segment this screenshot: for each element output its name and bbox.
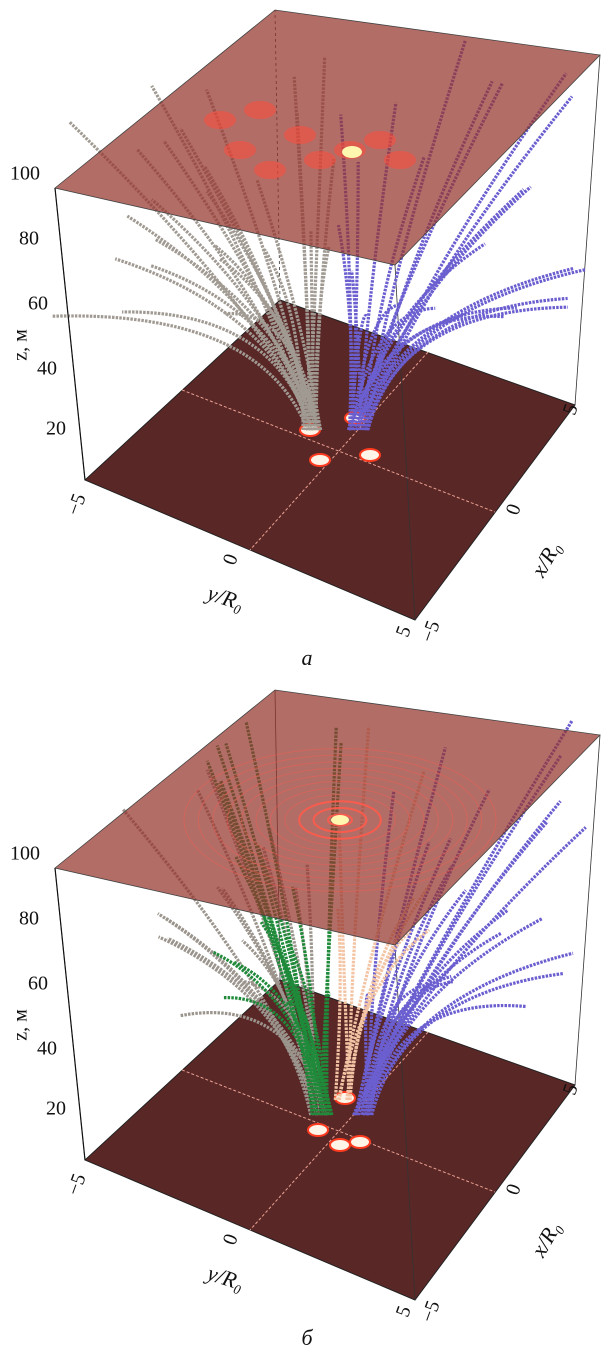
z-tick-label: 20 bbox=[46, 418, 66, 440]
source bbox=[307, 1123, 329, 1137]
trajectory bbox=[290, 886, 324, 1116]
intensity-ring bbox=[312, 806, 368, 834]
box-edge bbox=[574, 54, 601, 406]
intensity-spot bbox=[364, 131, 396, 149]
y-axis-label: y/R₀ bbox=[202, 579, 247, 615]
y-axis-label: y/R₀ bbox=[202, 1259, 247, 1295]
trajectory bbox=[365, 951, 574, 1116]
intensity-peak bbox=[331, 815, 349, 825]
floor-plane bbox=[84, 979, 576, 1301]
y-tick-label: −5 bbox=[63, 1171, 91, 1199]
z-axis-label: z, м bbox=[10, 329, 32, 361]
intensity-spot bbox=[254, 161, 286, 179]
x-tick-label: 0 bbox=[502, 501, 526, 518]
x-tick-label: −5 bbox=[417, 618, 445, 646]
trajectory bbox=[360, 185, 532, 431]
intensity-ring bbox=[284, 794, 396, 846]
z-tick-label: 80 bbox=[19, 228, 39, 250]
trajectory bbox=[339, 114, 353, 431]
intensity-spot bbox=[224, 141, 256, 159]
trajectory bbox=[362, 156, 426, 431]
trajectory bbox=[352, 826, 587, 1116]
intensity-spot bbox=[244, 101, 276, 119]
y-tick-label: −5 bbox=[63, 491, 91, 519]
y-tick-label: 5 bbox=[392, 1303, 416, 1320]
trajectory bbox=[51, 314, 310, 431]
trajectory bbox=[150, 198, 316, 431]
trajectory bbox=[348, 929, 412, 1101]
surface-plane bbox=[54, 689, 601, 946]
trajectory bbox=[233, 960, 334, 1116]
trajectory bbox=[349, 314, 368, 431]
floor-axis bbox=[181, 1069, 496, 1193]
intensity-ring bbox=[255, 781, 425, 859]
trajectory bbox=[366, 296, 568, 431]
trajectory bbox=[364, 40, 467, 431]
z-axis bbox=[54, 187, 86, 481]
intensity-ring bbox=[327, 813, 353, 827]
box-edge bbox=[574, 734, 601, 1086]
source bbox=[329, 1138, 351, 1152]
intensity-peak bbox=[342, 146, 362, 158]
y-tick-label: 5 bbox=[392, 623, 416, 640]
trajectory bbox=[336, 928, 431, 1101]
trajectory bbox=[361, 980, 454, 1116]
trajectory bbox=[213, 244, 317, 431]
intensity-ring bbox=[212, 761, 468, 879]
floor-axis bbox=[249, 1031, 429, 1231]
trajectory bbox=[309, 230, 317, 431]
intensity-ring bbox=[226, 767, 454, 873]
trajectory bbox=[366, 1004, 527, 1116]
trajectory bbox=[126, 214, 311, 431]
source bbox=[309, 453, 331, 467]
x-axis-label: x/R₀ bbox=[525, 1217, 566, 1262]
x-tick-label: 0 bbox=[502, 1181, 526, 1198]
z-tick-label: 100 bbox=[10, 843, 40, 865]
trajectory bbox=[157, 935, 316, 1116]
panel-label: а bbox=[302, 645, 313, 670]
trajectory bbox=[364, 820, 549, 1116]
intensity-ring bbox=[241, 774, 439, 866]
z-tick-label: 60 bbox=[28, 293, 48, 315]
trajectory bbox=[350, 270, 364, 431]
y-tick-label: 0 bbox=[219, 551, 243, 568]
surface-plane bbox=[54, 9, 601, 266]
intensity-spot bbox=[384, 151, 416, 169]
y-tick-label: 0 bbox=[219, 1231, 243, 1248]
intensity-ring bbox=[269, 787, 411, 853]
source bbox=[359, 448, 381, 462]
z-tick-label: 100 bbox=[10, 163, 40, 185]
z-tick-label: 60 bbox=[28, 973, 48, 995]
intensity-spot bbox=[284, 126, 316, 144]
trajectory bbox=[347, 306, 517, 431]
z-tick-label: 40 bbox=[37, 1038, 57, 1060]
intensity-ring bbox=[298, 800, 382, 840]
trajectory bbox=[336, 224, 355, 431]
intensity-spot bbox=[204, 111, 236, 129]
intensity-ring bbox=[183, 748, 497, 892]
trajectory bbox=[354, 267, 587, 431]
source bbox=[349, 1135, 371, 1149]
z-axis bbox=[54, 867, 86, 1161]
x-axis-label: x/R₀ bbox=[525, 537, 566, 582]
intensity-ring bbox=[197, 754, 483, 886]
trajectory bbox=[211, 950, 331, 1116]
trajectory bbox=[223, 996, 324, 1116]
trajectory bbox=[362, 72, 568, 431]
z-tick-label: 20 bbox=[46, 1098, 66, 1120]
floor-axis bbox=[249, 351, 429, 551]
x-tick-label: −5 bbox=[417, 1298, 445, 1326]
z-tick-label: 40 bbox=[37, 358, 57, 380]
panel-label: б bbox=[301, 1325, 313, 1349]
floor-axis bbox=[181, 389, 496, 513]
intensity-spot bbox=[304, 151, 336, 169]
z-tick-label: 80 bbox=[19, 908, 39, 930]
z-axis-label: z, м bbox=[10, 1009, 32, 1041]
